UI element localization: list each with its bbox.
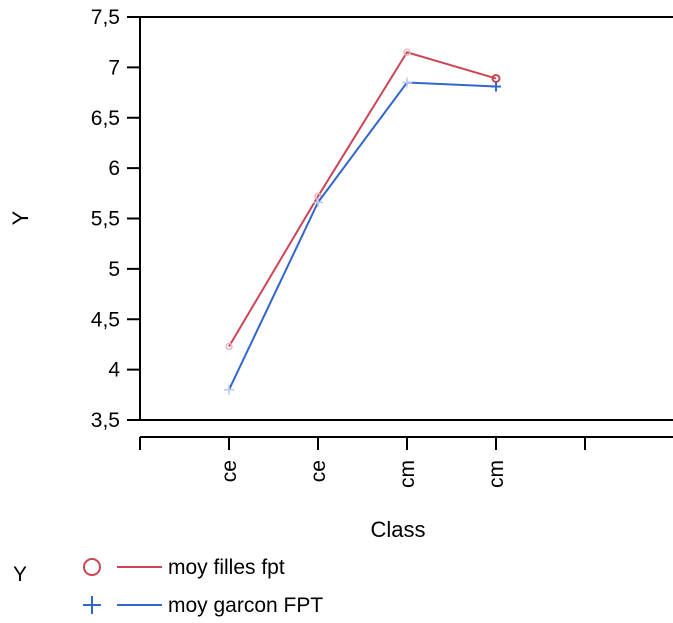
- series-line: [228, 51, 497, 347]
- x-tick-label: ce: [218, 460, 241, 482]
- y-tick-label: 3,5: [91, 409, 120, 432]
- x-axis-title: Class: [370, 517, 425, 542]
- y-tick-label: 4: [108, 359, 120, 382]
- y-tick-label: 5,5: [91, 208, 120, 231]
- y-tick-label: 7,5: [91, 6, 120, 29]
- series-layer: [224, 48, 501, 395]
- data-point: [402, 77, 412, 88]
- y-tick-label: 6: [108, 157, 120, 180]
- y-axis: 3,5 4 4,5 5 5,5 6 6,5 7 7,5: [91, 6, 140, 432]
- plot-frame: [139, 16, 673, 421]
- data-point: [403, 48, 411, 57]
- y-tick-label: 6,5: [91, 107, 120, 130]
- y-tick-label: 4,5: [91, 308, 120, 331]
- legend-entry: moy garcon FPT: [83, 594, 323, 617]
- data-point: [491, 81, 501, 92]
- legend-marker: [83, 596, 101, 614]
- legend-label: moy filles fpt: [168, 556, 285, 579]
- x-tick-label: ce: [307, 460, 330, 482]
- legend-title: Y: [13, 563, 27, 586]
- data-point: [313, 197, 323, 208]
- x-axis: ce ce cm cm: [139, 436, 673, 488]
- y-axis-title: Y: [8, 210, 33, 225]
- legend-marker: [83, 558, 101, 576]
- data-point: [225, 342, 233, 351]
- y-tick-label: 5: [108, 258, 120, 281]
- legend-label: moy garcon FPT: [168, 594, 323, 617]
- x-tick-label: cm: [396, 460, 419, 488]
- legend-entry: moy filles fpt: [83, 556, 285, 579]
- legend: Y moy filles fpt moy garcon FPT: [13, 556, 323, 617]
- x-tick-label: cm: [485, 460, 508, 488]
- series-line: [228, 81, 497, 391]
- y-tick-label: 7: [108, 56, 120, 79]
- data-point: [224, 384, 234, 395]
